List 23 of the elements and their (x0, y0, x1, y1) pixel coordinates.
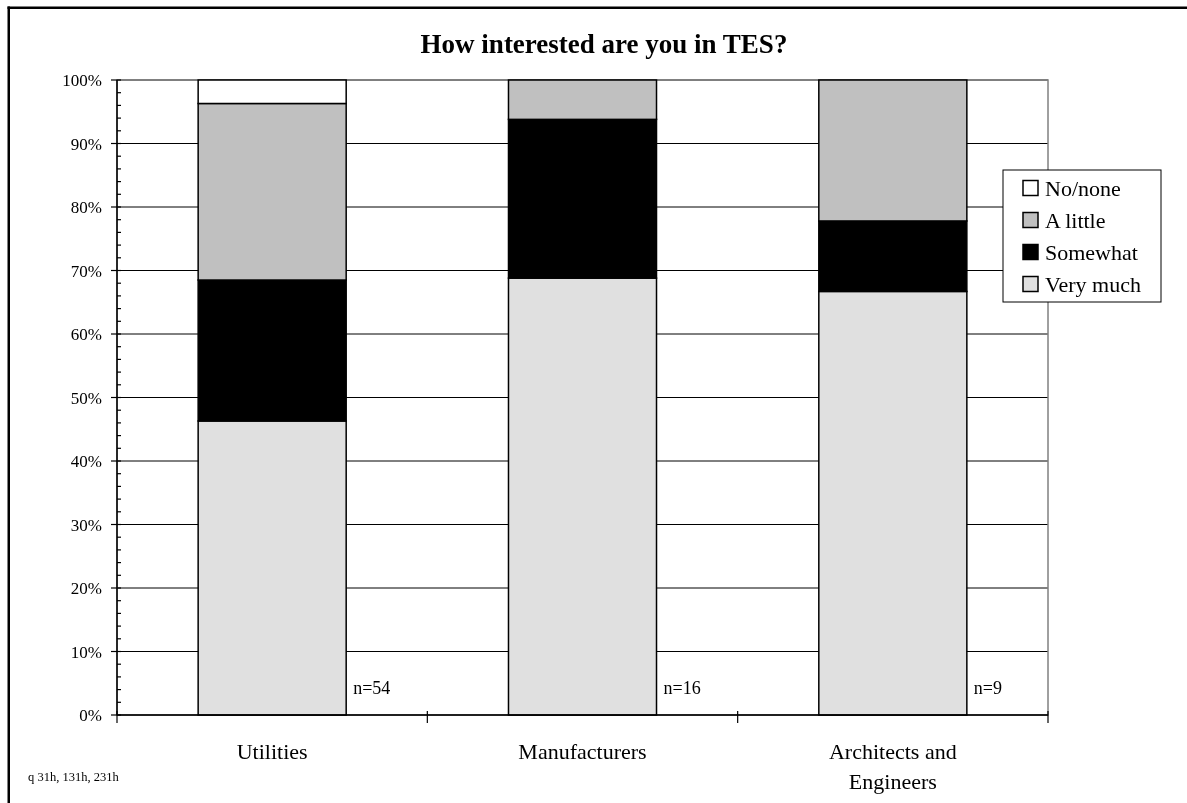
x-tick-label: Manufacturers (518, 739, 647, 764)
text: q 31h, 131h, 231h (28, 770, 120, 784)
x-tick-label: Utilities (236, 739, 308, 764)
y-tick-label: 10% (70, 642, 102, 661)
y-tick-label: 0% (79, 705, 102, 725)
legend-label: No/none (1045, 175, 1121, 201)
y-tick-label: 30% (70, 515, 102, 534)
y-tick-label: 90% (70, 134, 102, 153)
x-tick-label: Architects and Engineers (829, 739, 957, 794)
y-tick-label: 80% (70, 197, 102, 217)
annotation: n=9 (973, 678, 1002, 698)
legend-label: Very much (1045, 271, 1141, 297)
y-tick-label: 40% (70, 451, 102, 471)
y-tick-label: 20% (70, 578, 102, 598)
chart-title: How interested are you in TES? (420, 29, 788, 59)
annotation: n=54 (353, 678, 391, 698)
y-tick-label: 70% (70, 261, 102, 280)
annotation: n=16 (663, 678, 701, 698)
legend-label: Somewhat (1045, 239, 1138, 265)
y-tick-label: 60% (70, 324, 102, 344)
y-tick-label: 50% (70, 388, 102, 407)
y-tick-label: 100% (62, 70, 102, 90)
legend-label: A little (1045, 207, 1106, 233)
